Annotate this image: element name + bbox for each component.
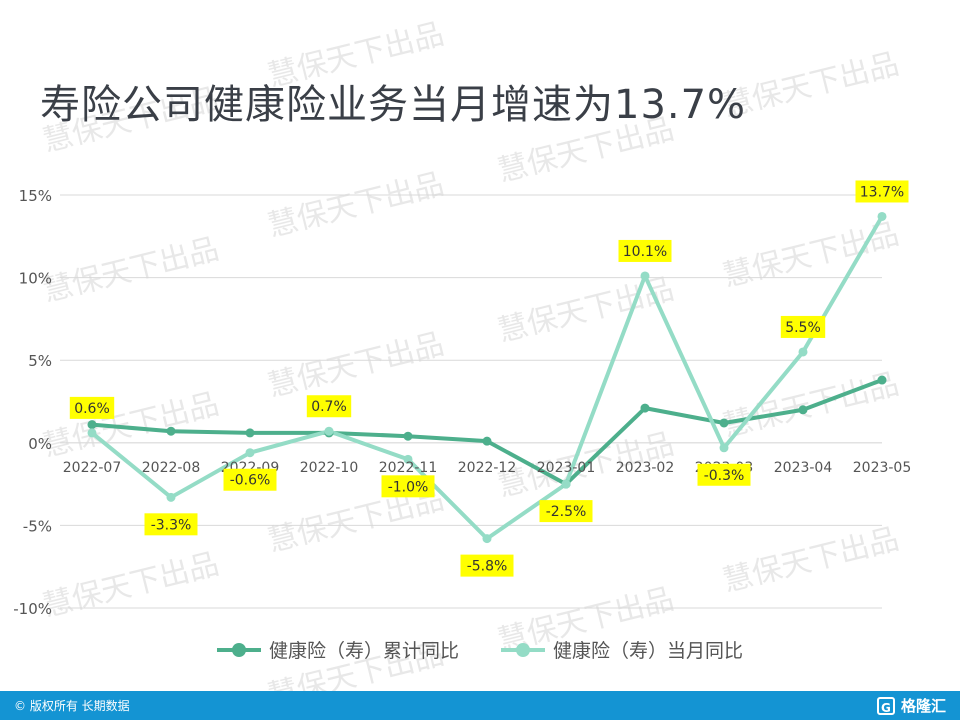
copyright-text: © 版权所有 长期数据 (14, 699, 130, 713)
data-point (87, 420, 97, 430)
x-tick-label: 2022-08 (142, 460, 201, 476)
legend-swatch-monthly (501, 642, 545, 658)
data-label-box (460, 554, 514, 577)
data-point (403, 454, 413, 464)
data-point (798, 405, 808, 415)
data-label: 13.7% (860, 184, 904, 200)
chart-legend: 健康险（寿）累计同比 健康险（寿）当月同比 (0, 636, 960, 663)
data-label: -0.6% (230, 473, 271, 489)
legend-label-cumulative: 健康险（寿）累计同比 (268, 640, 459, 662)
x-tick-label: 2023-05 (853, 460, 912, 476)
data-point (166, 492, 176, 502)
page-title: 寿险公司健康险业务当月增速为13.7% (40, 82, 747, 128)
legend-dot (516, 642, 530, 657)
footer-bar: © 版权所有 长期数据 G 格隆汇 (0, 691, 960, 720)
data-point (403, 431, 413, 441)
x-tick-label: 2023-04 (774, 460, 833, 476)
data-point (561, 479, 571, 489)
data-label-box (855, 180, 909, 203)
data-point (640, 271, 650, 281)
legend-swatch-cumulative (216, 642, 261, 658)
logo-icon: G (876, 696, 895, 715)
data-point (166, 426, 176, 436)
series-line (90, 215, 884, 541)
logo-text: 格隆汇 (900, 697, 946, 715)
data-label: 0.7% (311, 399, 347, 415)
data-label-box (306, 395, 352, 418)
data-label-box (780, 315, 826, 338)
data-point (87, 428, 97, 438)
y-tick-label: -10% (13, 600, 52, 618)
data-label-box (539, 500, 593, 523)
x-tick-label: 2023-02 (616, 460, 675, 476)
x-tick-label: 2022-10 (300, 460, 359, 476)
data-point (324, 426, 334, 436)
data-label: -0.3% (704, 468, 745, 484)
data-label: 5.5% (785, 320, 821, 336)
data-label-box (618, 239, 672, 262)
data-label: -3.3% (151, 517, 192, 533)
data-point (798, 347, 808, 357)
brand-logo: G 格隆汇 (876, 695, 946, 716)
data-label-box (144, 513, 198, 536)
y-tick-label: 5% (28, 352, 52, 370)
data-label-box (69, 396, 115, 419)
data-label: 10.1% (623, 244, 667, 260)
data-point (719, 418, 729, 428)
legend-item-cumulative: 健康险（寿）累计同比 (216, 636, 459, 663)
data-label: -2.5% (546, 504, 587, 520)
x-tick-label: 2022-12 (458, 460, 517, 476)
legend-dot (231, 642, 246, 657)
y-tick-label: -5% (23, 517, 52, 535)
x-tick-label: 2022-07 (63, 460, 122, 476)
legend-label-monthly: 健康险（寿）当月同比 (553, 640, 744, 662)
data-point (482, 436, 492, 446)
data-point (482, 534, 492, 544)
data-label-box (223, 468, 277, 491)
data-label: -5.8% (467, 559, 508, 575)
x-tick-label: 2022-11 (379, 460, 438, 476)
x-tick-label: 2023-01 (537, 460, 596, 476)
data-point (877, 375, 887, 385)
data-point (640, 403, 650, 413)
data-label: -1.0% (388, 479, 429, 495)
y-tick-label: 0% (28, 435, 52, 453)
y-tick-label: 10% (19, 270, 52, 288)
data-point (877, 211, 887, 221)
data-point (719, 443, 729, 453)
legend-item-monthly: 健康险（寿）当月同比 (501, 636, 743, 663)
data-label-box (697, 463, 751, 486)
data-label-box (381, 475, 435, 498)
data-point (245, 448, 255, 458)
y-tick-label: 15% (19, 187, 52, 205)
data-label: 0.6% (74, 401, 110, 417)
data-point (245, 428, 255, 438)
